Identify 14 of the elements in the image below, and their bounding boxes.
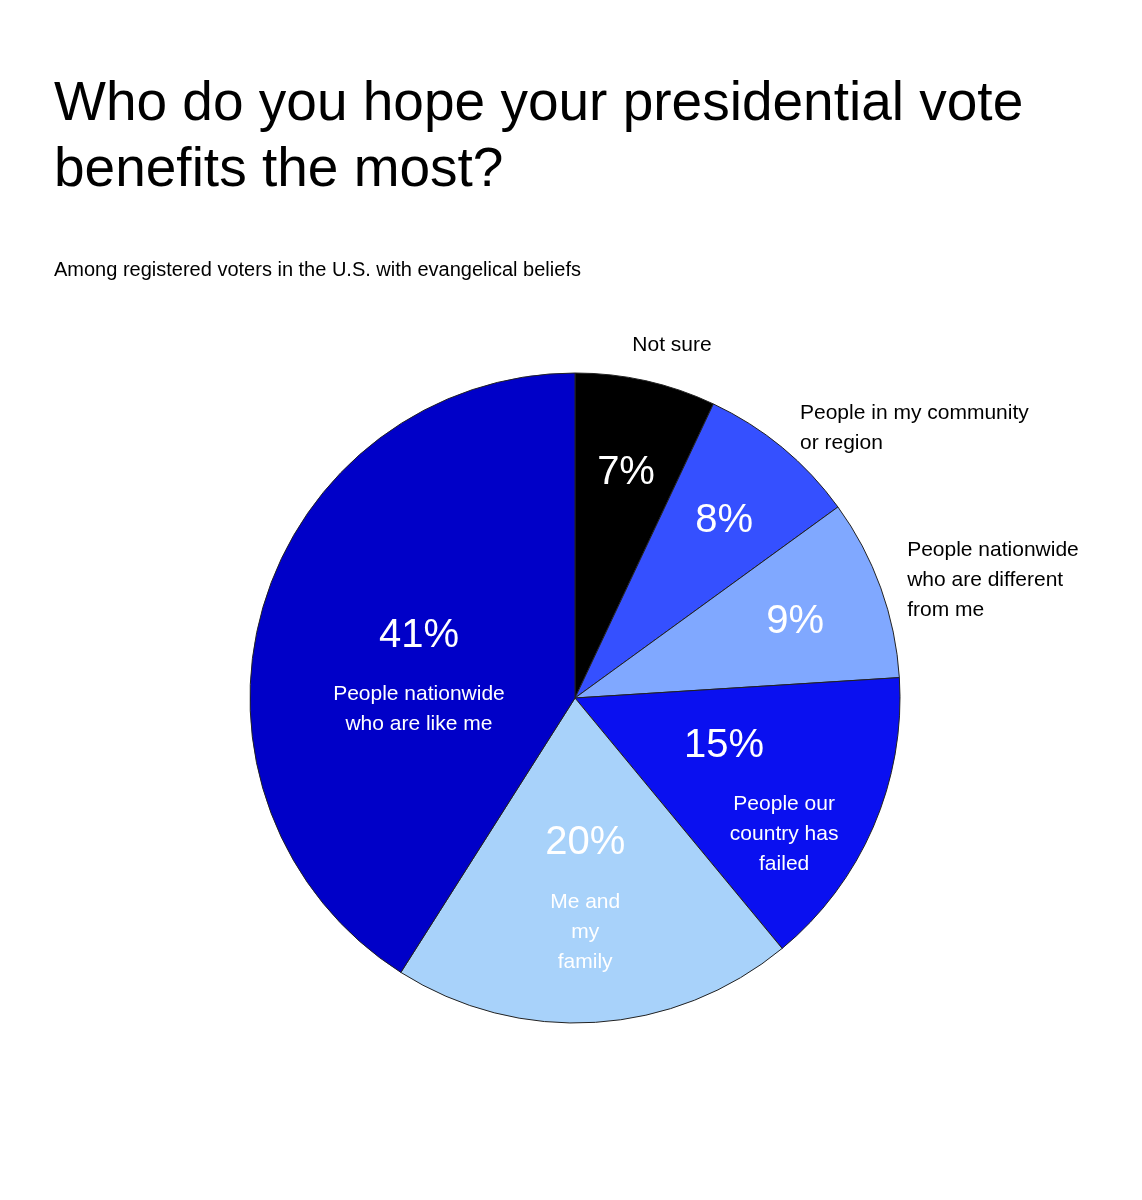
slice-label: People in my community or region [800,399,1030,453]
data-label: 41% [378,610,459,655]
data-label: 20% [545,818,626,863]
slice-label: People our country has failed [729,791,839,875]
slice-label: People nationwide who are like me [333,681,505,735]
data-label: 7% [597,447,655,492]
data-label: 9% [766,596,825,641]
data-label: 15% [684,720,765,765]
chart-subtitle: Among registered voters in the U.S. with evangelical beliefs [54,258,581,281]
slice-label: People nationwide who are different from me [906,536,1079,620]
data-label: 8% [695,495,754,540]
chart-title: Who do you hope your presidential vote benefits the most? [54,69,1025,200]
slice-label: Not sure [632,332,712,355]
slice-label: Me and my family [550,888,621,972]
